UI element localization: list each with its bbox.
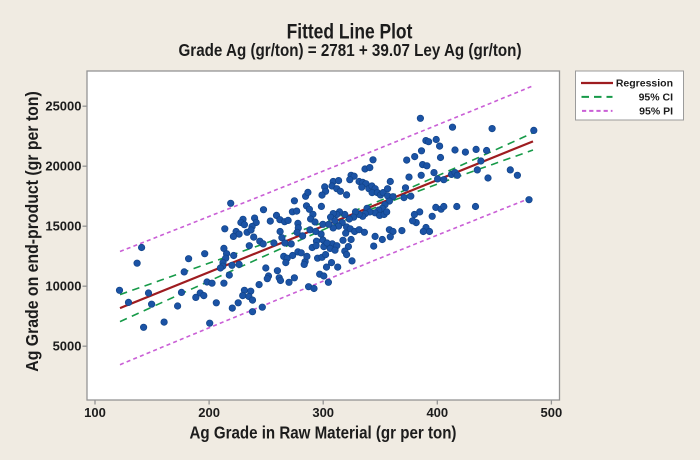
svg-text:Ag Grade in Raw Material (gr p: Ag Grade in Raw Material (gr per ton)	[190, 422, 457, 443]
svg-text:10000: 10000	[45, 279, 81, 294]
svg-text:400: 400	[426, 405, 448, 420]
svg-text:95% CI: 95% CI	[639, 91, 674, 103]
svg-text:200: 200	[198, 405, 220, 420]
svg-text:95% PI: 95% PI	[639, 105, 673, 117]
svg-text:Fitted Line Plot: Fitted Line Plot	[287, 21, 413, 44]
svg-text:5000: 5000	[53, 339, 82, 354]
svg-text:500: 500	[541, 405, 563, 420]
svg-text:100: 100	[84, 405, 106, 420]
svg-text:300: 300	[312, 405, 334, 420]
svg-text:Regression: Regression	[616, 78, 673, 90]
svg-text:25000: 25000	[45, 99, 81, 114]
svg-text:15000: 15000	[45, 219, 81, 234]
svg-text:20000: 20000	[45, 159, 81, 174]
svg-text:Grade Ag (gr/ton) = 2781 + 39.: Grade Ag (gr/ton) = 2781 + 39.07 Ley Ag …	[178, 41, 521, 60]
svg-text:Ag Grade on end-product (gr pe: Ag Grade on end-product (gr per ton)	[22, 91, 42, 371]
